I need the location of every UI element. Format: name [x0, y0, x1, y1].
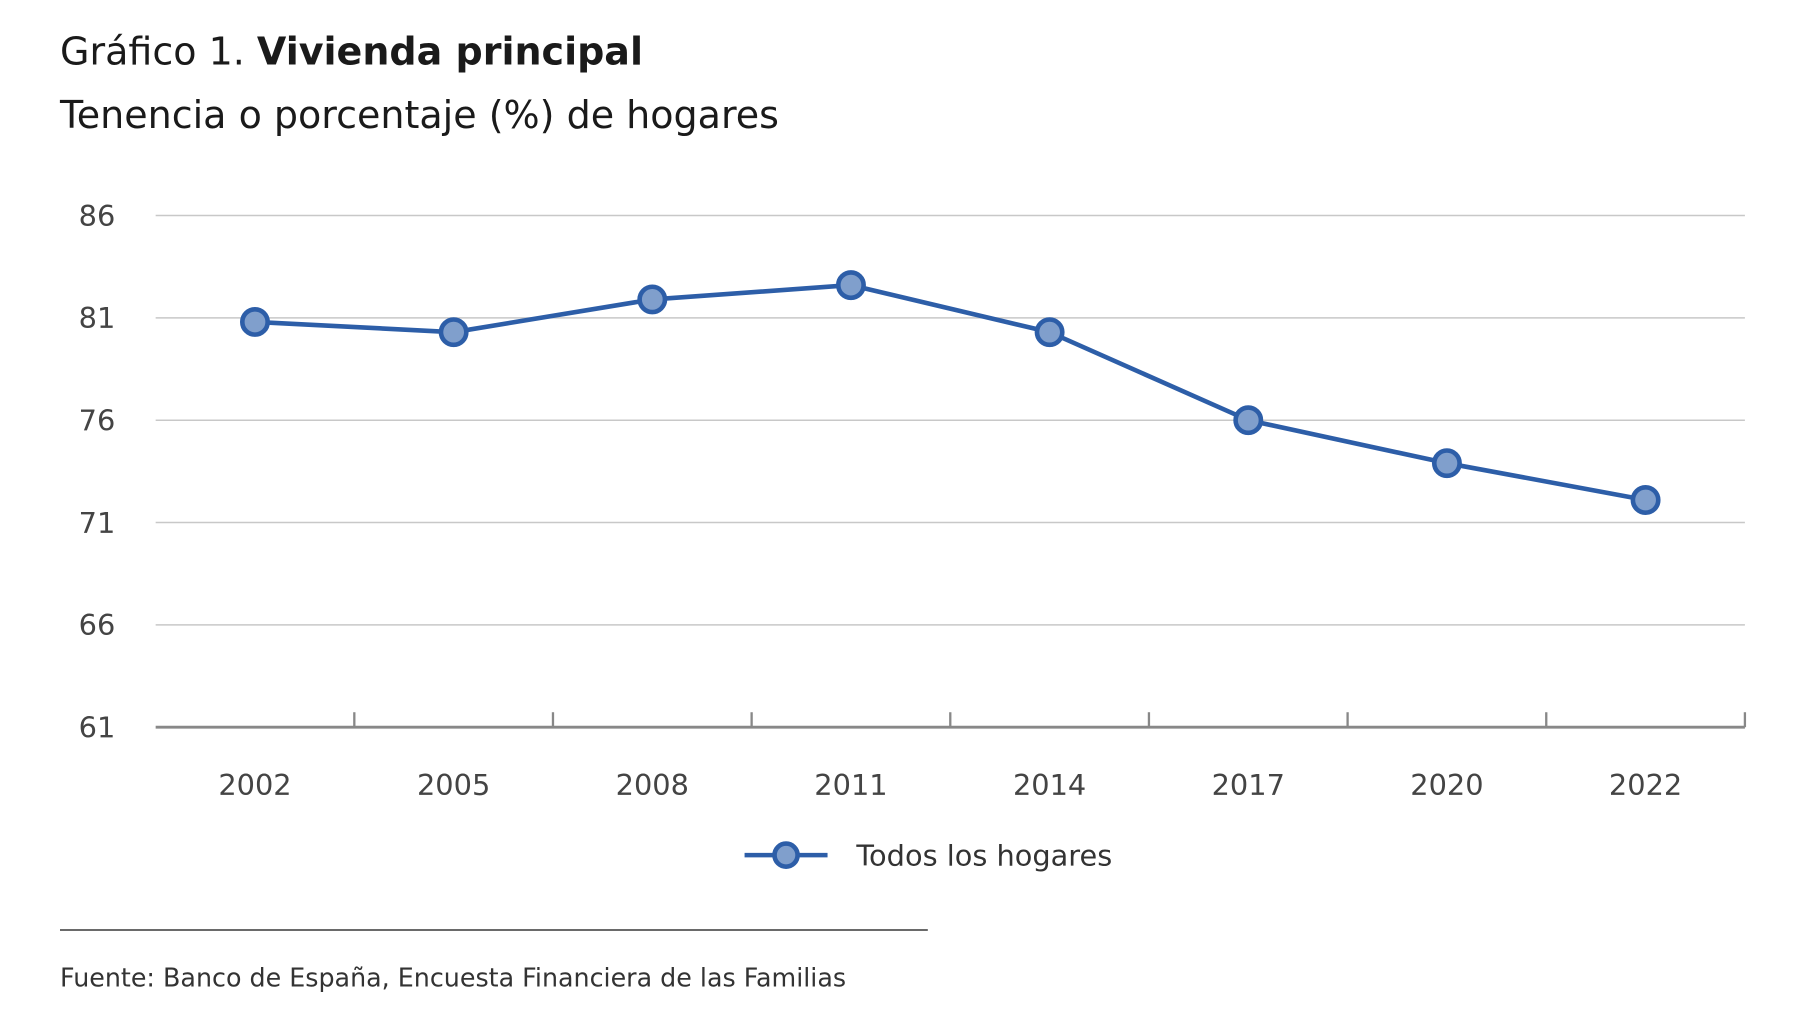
series-line — [240, 270, 1661, 515]
x-tick-label: 2014 — [1013, 768, 1086, 802]
data-point-2008 — [637, 284, 668, 315]
legend: Todos los hogares — [744, 839, 1112, 873]
data-point-2022 — [1630, 485, 1661, 515]
x-axis: 2002 2005 2008 2011 2014 2017 2020 2022 — [155, 712, 1747, 802]
legend-marker — [772, 841, 800, 869]
y-tick-label: 61 — [79, 711, 116, 745]
x-tick-label: 2011 — [814, 768, 887, 802]
data-point-2005 — [438, 317, 469, 348]
series-line-path — [254, 282, 1647, 503]
y-tick-label: 66 — [79, 608, 116, 642]
y-tick-label: 81 — [79, 301, 116, 335]
data-point-2002 — [240, 306, 270, 337]
chart-subtitle: Tenencia o porcentaje (%) de hogares — [59, 93, 779, 137]
x-tick-label: 2022 — [1609, 768, 1682, 802]
x-tick-label: 2008 — [616, 768, 689, 802]
data-point-2017 — [1233, 405, 1264, 436]
data-point-2020 — [1431, 448, 1462, 479]
y-axis: 86 81 76 71 66 61 — [79, 199, 116, 745]
y-tick-label: 76 — [79, 404, 116, 438]
x-tick-label: 2017 — [1212, 768, 1285, 802]
data-point-2014 — [1034, 317, 1065, 348]
chart-title: Gráfico 1. Vivienda principal — [60, 30, 643, 74]
source-note: Fuente: Banco de España, Encuesta Financ… — [60, 963, 846, 993]
data-point-2011 — [835, 270, 866, 301]
x-tick-label: 2005 — [417, 768, 490, 802]
legend-label: Todos los hogares — [855, 839, 1112, 873]
x-tick-label: 2020 — [1410, 768, 1483, 802]
y-tick-label: 86 — [79, 199, 116, 233]
x-tick-label: 2002 — [218, 768, 291, 802]
y-tick-label: 71 — [79, 506, 116, 540]
grid — [155, 214, 1745, 626]
